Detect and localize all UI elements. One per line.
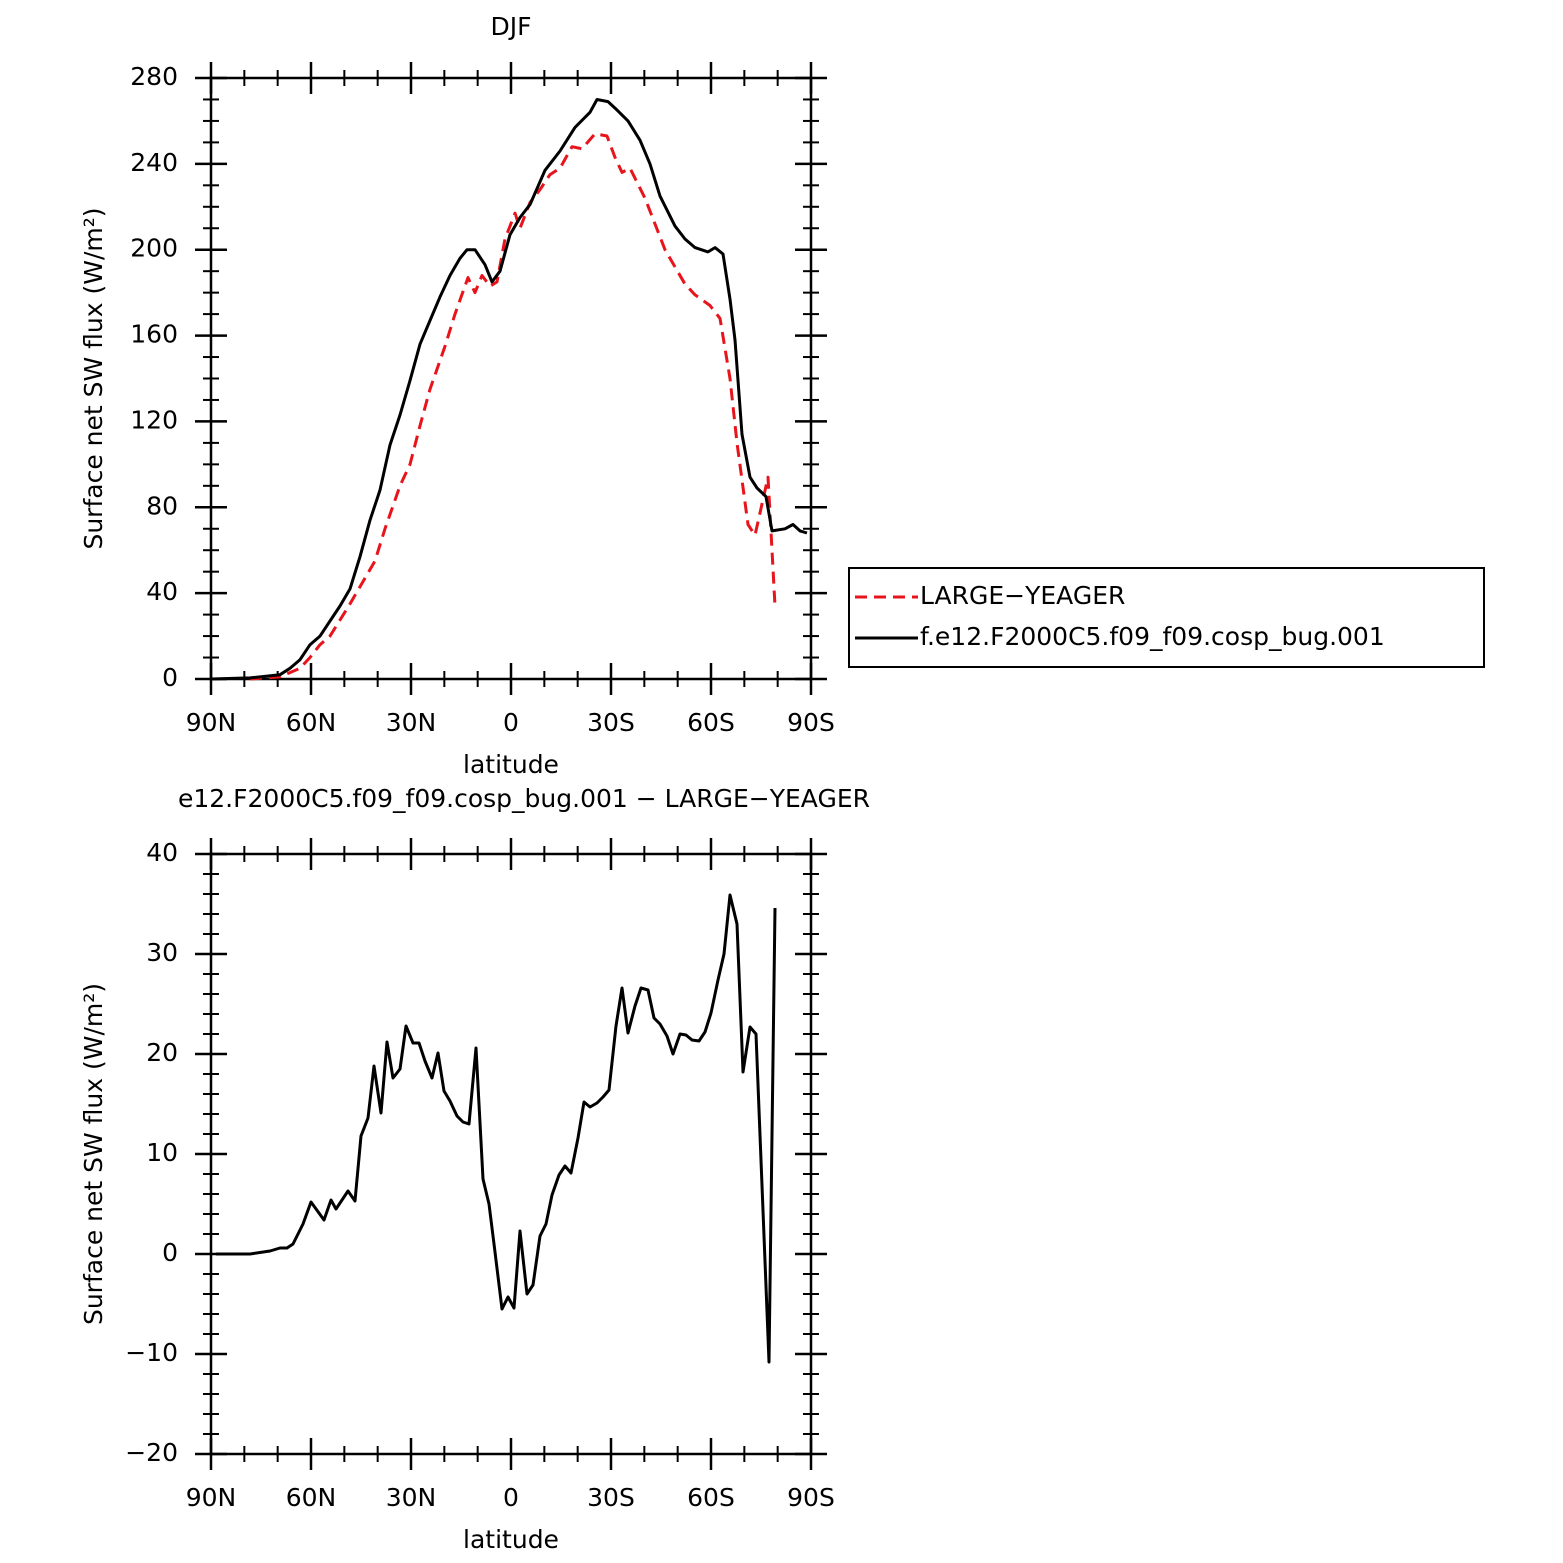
y-tick-label: 40 xyxy=(146,838,178,867)
y-tick-label: 0 xyxy=(162,663,178,692)
x-tick-label: 90N xyxy=(186,1483,237,1512)
plot-frame xyxy=(209,76,813,681)
x-tick-label: 90S xyxy=(787,708,835,737)
y-tick-label: 10 xyxy=(146,1138,178,1167)
y-tick-label: 240 xyxy=(130,148,178,177)
x-tick-label: 60N xyxy=(286,708,337,737)
x-tick-label: 0 xyxy=(503,1483,519,1512)
y-tick-label: 30 xyxy=(146,938,178,967)
x-tick-label: 30S xyxy=(587,1483,635,1512)
y-tick-label: 200 xyxy=(130,234,178,263)
x-tick-label: 0 xyxy=(503,708,519,737)
legend-box xyxy=(848,567,1485,668)
x-axis-label: latitude xyxy=(463,750,559,779)
y-tick-label: 20 xyxy=(146,1038,178,1067)
legend-label: f.e12.F2000C5.f09_f09.cosp_bug.001 xyxy=(920,622,1385,651)
data-line xyxy=(216,893,777,1364)
chart-title: DJF xyxy=(490,12,531,41)
x-tick-label: 30N xyxy=(386,1483,437,1512)
x-tick-label: 90N xyxy=(186,708,237,737)
chart-title: e12.F2000C5.f09_f09.cosp_bug.001 − LARGE… xyxy=(178,784,870,813)
x-tick-label: 30S xyxy=(587,708,635,737)
x-tick-label: 30N xyxy=(386,708,437,737)
y-axis-label: Surface net SW flux (W/m²) xyxy=(79,983,108,1325)
y-tick-label: 40 xyxy=(146,577,178,606)
y-tick-label: 280 xyxy=(130,62,178,91)
y-tick-label: 80 xyxy=(146,491,178,520)
y-tick-label: 120 xyxy=(130,405,178,434)
y-tick-label: 0 xyxy=(162,1238,178,1267)
x-axis-label: latitude xyxy=(463,1525,559,1554)
y-tick-label: −10 xyxy=(125,1338,178,1367)
plot-frame xyxy=(209,852,813,1456)
data-line xyxy=(249,132,777,681)
x-tick-label: 60S xyxy=(687,708,735,737)
y-tick-label: −20 xyxy=(125,1438,178,1467)
data-line xyxy=(210,98,808,681)
x-tick-label: 60N xyxy=(286,1483,337,1512)
y-axis-label: Surface net SW flux (W/m²) xyxy=(79,207,108,549)
y-tick-label: 160 xyxy=(130,320,178,349)
x-tick-label: 60S xyxy=(687,1483,735,1512)
legend-label: LARGE−YEAGER xyxy=(920,581,1125,610)
x-tick-label: 90S xyxy=(787,1483,835,1512)
